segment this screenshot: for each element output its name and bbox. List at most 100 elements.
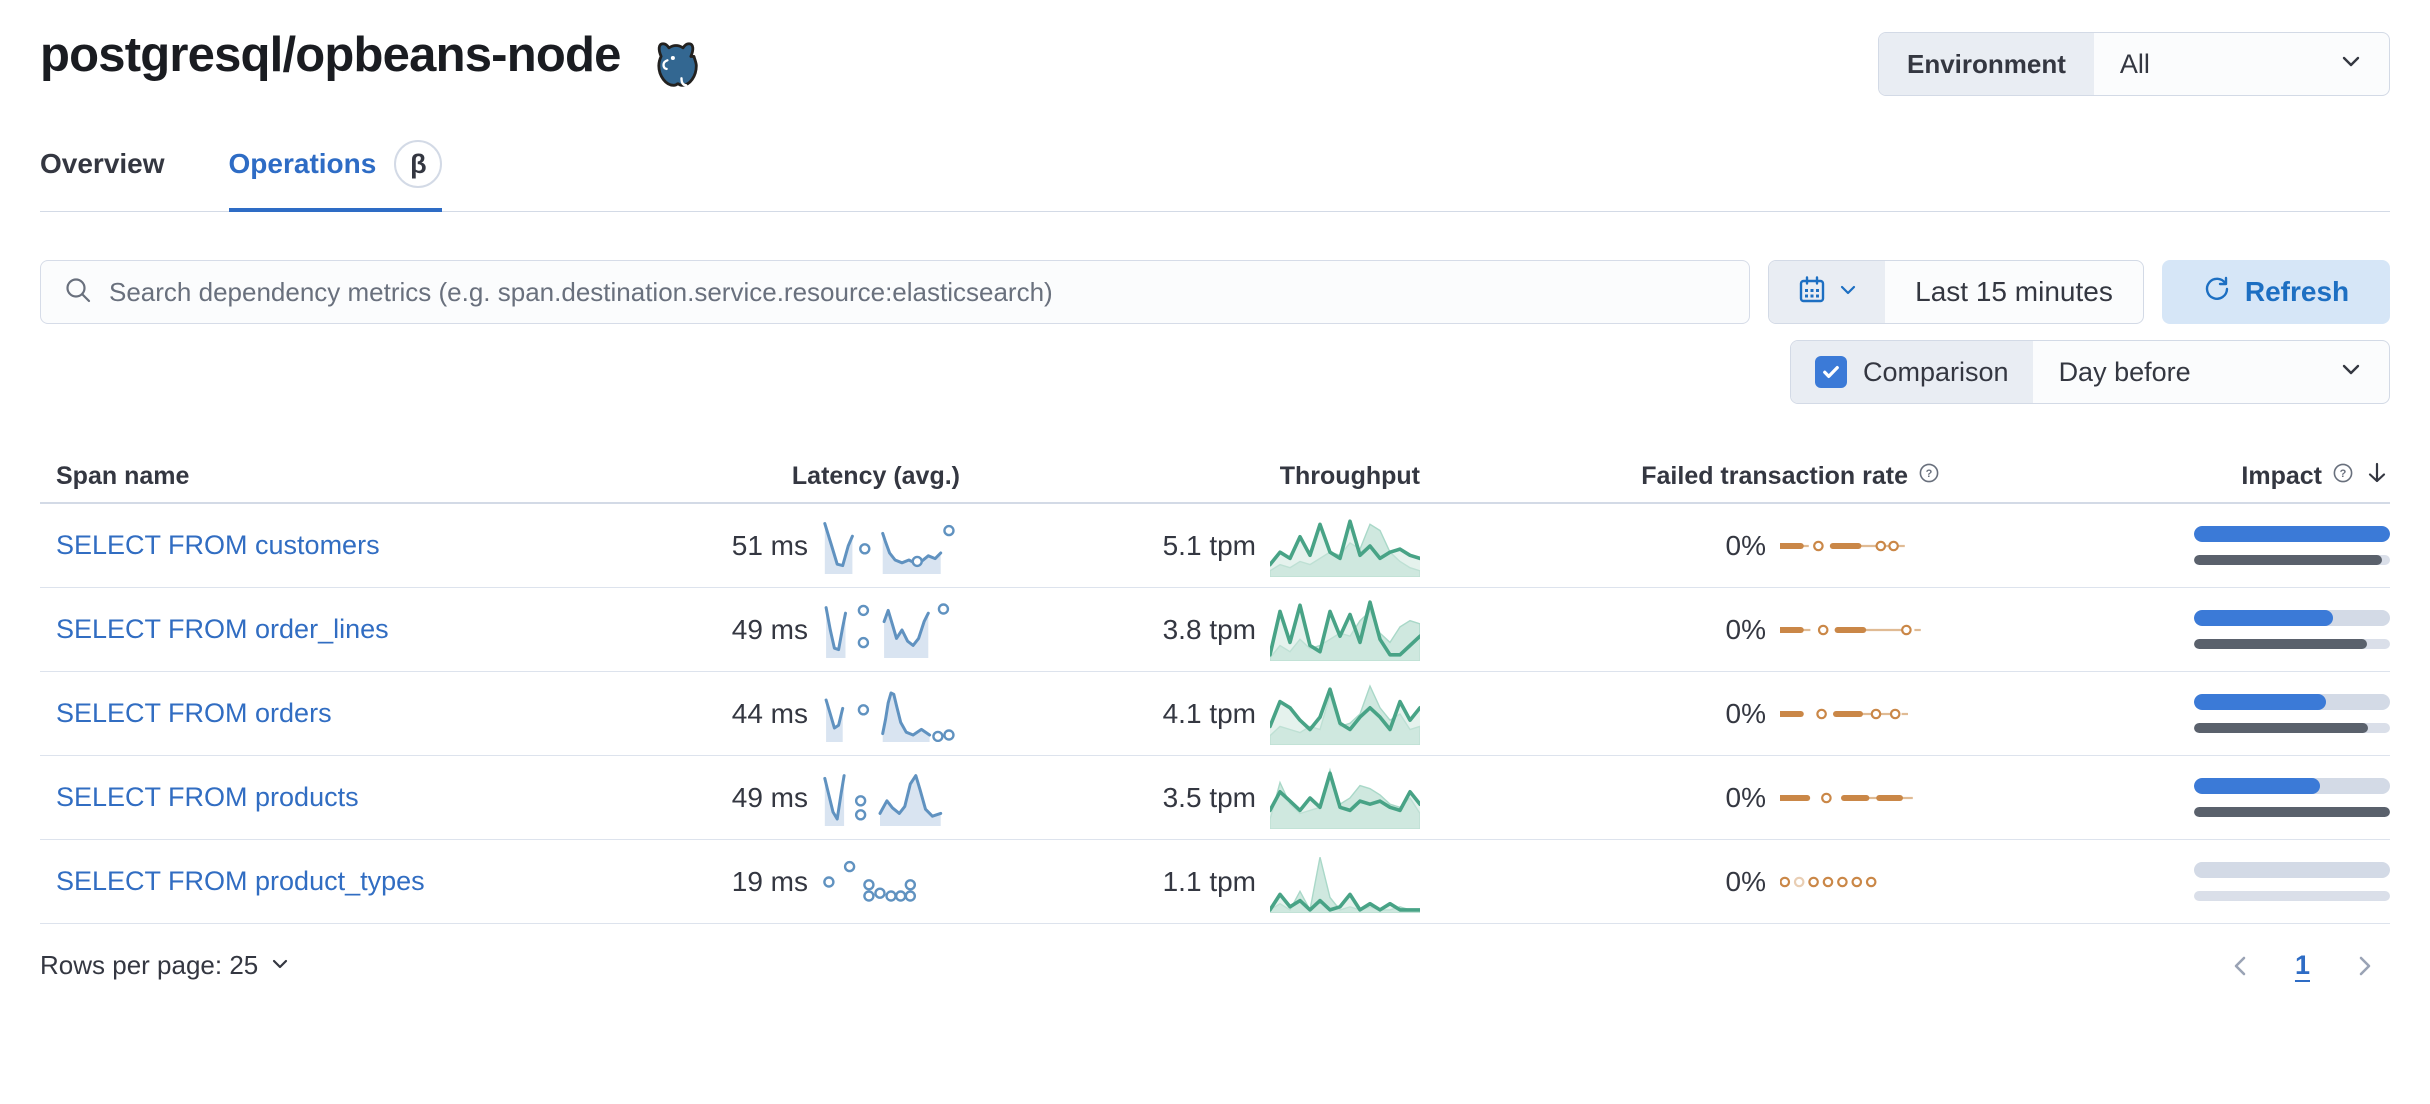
chevron-down-icon bbox=[2339, 357, 2363, 388]
latency-value: 19 ms bbox=[731, 865, 808, 897]
chevron-down-icon bbox=[1838, 280, 1858, 305]
environment-filter-value: All bbox=[2119, 48, 2150, 79]
span-name-link[interactable]: SELECT FROM product_types bbox=[56, 866, 425, 896]
throughput-sparkline bbox=[1270, 515, 1420, 577]
environment-filter-label: Environment bbox=[1879, 33, 2094, 95]
impact-bars bbox=[2194, 526, 2390, 565]
latency-value: 44 ms bbox=[731, 697, 808, 729]
impact-bar-current bbox=[2194, 610, 2390, 626]
page-header: postgresql/opbeans-node Environment All bbox=[40, 0, 2390, 96]
time-picker: Last 15 minutes bbox=[1768, 260, 2144, 324]
table-footer: Rows per page: 25 1 bbox=[40, 950, 2390, 981]
table-row: SELECT FROM products 49 ms 3.5 tpm 0% bbox=[40, 756, 2390, 840]
column-header-latency[interactable]: Latency (avg.) bbox=[600, 462, 960, 491]
latency-sparkline bbox=[822, 602, 960, 658]
refresh-icon bbox=[2203, 275, 2231, 310]
table-row: SELECT FROM customers 51 ms 5.1 tpm 0% bbox=[40, 504, 2390, 588]
impact-bar-previous bbox=[2194, 891, 2390, 901]
throughput-value: 5.1 tpm bbox=[1162, 529, 1256, 561]
comparison-toggle: Comparison bbox=[1791, 341, 2033, 403]
search-input[interactable] bbox=[109, 276, 1727, 308]
failed-rate-sparkline bbox=[1780, 524, 1940, 568]
pagination: 1 bbox=[2229, 950, 2390, 981]
impact-bar-current bbox=[2194, 862, 2390, 878]
failed-rate-sparkline bbox=[1780, 860, 1940, 904]
time-range-value[interactable]: Last 15 minutes bbox=[1915, 276, 2113, 307]
column-header-failed-rate-label: Failed transaction rate bbox=[1641, 461, 1908, 490]
column-header-failed-rate[interactable]: Failed transaction rate ? bbox=[1420, 462, 1940, 491]
impact-bars bbox=[2194, 862, 2390, 901]
page-number[interactable]: 1 bbox=[2294, 950, 2310, 980]
impact-bar-previous bbox=[2194, 639, 2390, 649]
throughput-sparkline bbox=[1270, 599, 1420, 661]
tab-bar: Overview Operations β bbox=[40, 140, 2390, 212]
failed-rate-value: 0% bbox=[1725, 697, 1766, 729]
tab-operations[interactable]: Operations β bbox=[228, 140, 443, 212]
sort-desc-arrow-icon bbox=[2364, 460, 2390, 493]
impact-bar-previous bbox=[2194, 555, 2390, 565]
search-box bbox=[40, 260, 1750, 324]
impact-bar-previous bbox=[2194, 723, 2390, 733]
next-page-button[interactable] bbox=[2352, 954, 2376, 978]
table-body: SELECT FROM customers 51 ms 5.1 tpm 0% S… bbox=[40, 504, 2390, 924]
comparison-select[interactable]: Day before bbox=[2033, 341, 2389, 403]
refresh-label: Refresh bbox=[2244, 276, 2350, 307]
tab-overview-label: Overview bbox=[40, 148, 165, 179]
comparison-checkbox[interactable] bbox=[1815, 356, 1847, 388]
impact-bar-current bbox=[2194, 526, 2390, 542]
table-header: Span name Latency (avg.) Throughput Fail… bbox=[40, 450, 2390, 504]
column-header-impact[interactable]: Impact ? bbox=[1940, 460, 2390, 493]
failed-rate-sparkline bbox=[1780, 692, 1940, 736]
rows-per-page-label: Rows per page: 25 bbox=[40, 950, 259, 980]
latency-sparkline bbox=[822, 854, 960, 910]
tab-overview[interactable]: Overview bbox=[40, 140, 165, 212]
beta-badge: β bbox=[394, 140, 443, 188]
comparison-control: Comparison Day before bbox=[1790, 340, 2390, 404]
column-header-throughput-label: Throughput bbox=[1279, 461, 1420, 490]
impact-bars bbox=[2194, 778, 2390, 817]
rows-per-page-button[interactable]: Rows per page: 25 bbox=[40, 950, 290, 981]
column-header-throughput[interactable]: Throughput bbox=[960, 462, 1420, 491]
apm-dependency-page: postgresql/opbeans-node Environment All … bbox=[40, 0, 2390, 981]
search-icon bbox=[63, 275, 93, 310]
failed-rate-value: 0% bbox=[1725, 529, 1766, 561]
time-picker-menu-button[interactable] bbox=[1769, 261, 1885, 323]
environment-filter: Environment All bbox=[1878, 32, 2390, 96]
failed-rate-value: 0% bbox=[1725, 781, 1766, 813]
latency-sparkline bbox=[822, 686, 960, 742]
table-row: SELECT FROM order_lines 49 ms 3.8 tpm 0% bbox=[40, 588, 2390, 672]
chevron-down-icon bbox=[2339, 49, 2363, 80]
impact-bars bbox=[2194, 610, 2390, 649]
throughput-sparkline bbox=[1270, 683, 1420, 745]
latency-value: 51 ms bbox=[731, 529, 808, 561]
refresh-button[interactable]: Refresh bbox=[2162, 260, 2390, 324]
throughput-sparkline bbox=[1270, 767, 1420, 829]
span-name-link[interactable]: SELECT FROM customers bbox=[56, 530, 380, 560]
column-header-latency-label: Latency (avg.) bbox=[791, 461, 960, 490]
comparison-label: Comparison bbox=[1863, 356, 2009, 387]
toolbar: Last 15 minutes Refresh bbox=[40, 260, 2390, 324]
throughput-value: 3.5 tpm bbox=[1162, 781, 1256, 813]
operations-table: Span name Latency (avg.) Throughput Fail… bbox=[40, 450, 2390, 924]
tab-operations-label: Operations bbox=[228, 148, 377, 179]
help-icon[interactable]: ? bbox=[1918, 462, 1940, 491]
environment-filter-select[interactable]: All bbox=[2094, 33, 2389, 95]
table-row: SELECT FROM product_types 19 ms 1.1 tpm … bbox=[40, 840, 2390, 924]
calendar-icon bbox=[1796, 274, 1828, 311]
table-row: SELECT FROM orders 44 ms 4.1 tpm 0% bbox=[40, 672, 2390, 756]
span-name-link[interactable]: SELECT FROM order_lines bbox=[56, 614, 389, 644]
span-name-link[interactable]: SELECT FROM products bbox=[56, 782, 359, 812]
chevron-down-icon bbox=[270, 950, 290, 981]
throughput-sparkline bbox=[1270, 851, 1420, 913]
impact-bar-current bbox=[2194, 694, 2390, 710]
page-title: postgresql/opbeans-node bbox=[40, 28, 621, 82]
span-name-link[interactable]: SELECT FROM orders bbox=[56, 698, 332, 728]
latency-value: 49 ms bbox=[731, 613, 808, 645]
help-icon[interactable]: ? bbox=[2332, 462, 2354, 491]
latency-sparkline bbox=[822, 770, 960, 826]
latency-value: 49 ms bbox=[731, 781, 808, 813]
previous-page-button[interactable] bbox=[2229, 954, 2253, 978]
svg-text:?: ? bbox=[1926, 468, 1933, 480]
throughput-value: 4.1 tpm bbox=[1162, 697, 1256, 729]
svg-text:?: ? bbox=[2340, 468, 2347, 480]
